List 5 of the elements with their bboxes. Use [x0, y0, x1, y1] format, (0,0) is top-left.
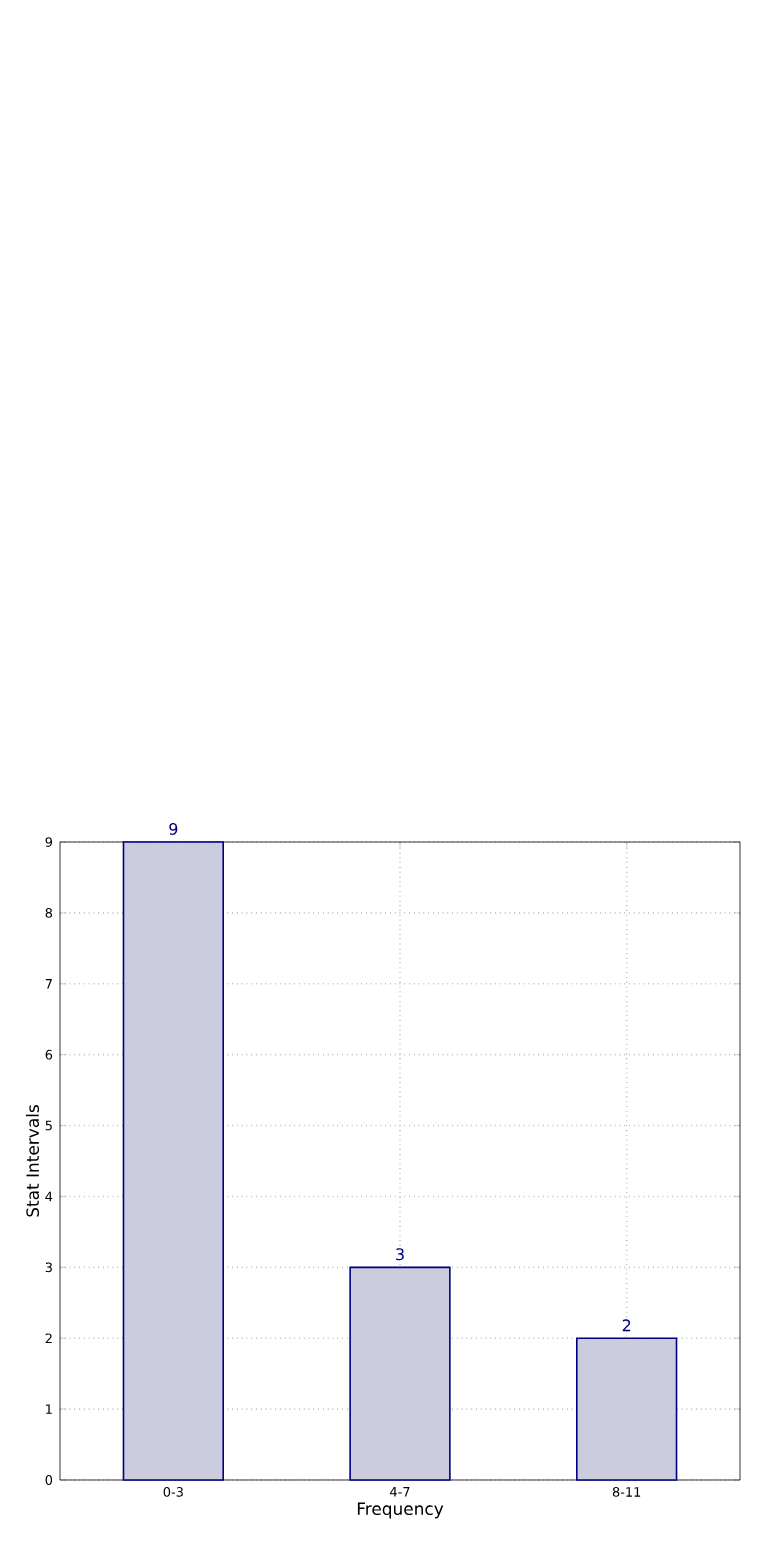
bar	[576, 1337, 678, 1481]
x-axis-title: Frequency	[357, 1502, 444, 1519]
bar	[122, 841, 224, 1481]
y-axis-title: Stat Intervals	[25, 1105, 40, 1217]
bar	[349, 1266, 451, 1481]
